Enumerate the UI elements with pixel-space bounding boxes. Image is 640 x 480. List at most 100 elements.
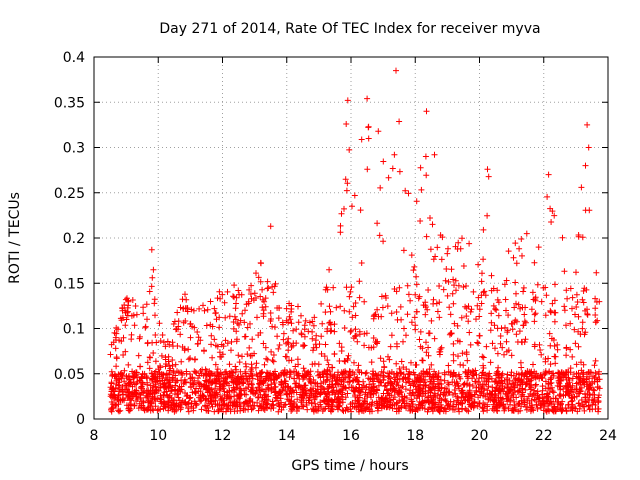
data-point <box>213 369 220 375</box>
data-point <box>424 370 431 377</box>
data-point <box>325 361 332 368</box>
data-point <box>182 400 189 407</box>
data-point <box>335 399 342 406</box>
data-point <box>206 372 213 379</box>
data-point <box>480 256 487 263</box>
data-point <box>187 320 194 327</box>
data-point <box>131 322 138 329</box>
data-point <box>578 359 584 366</box>
data-point <box>402 403 408 410</box>
data-point <box>463 305 470 312</box>
data-point <box>459 400 466 407</box>
data-point <box>455 401 462 408</box>
data-point <box>257 278 264 285</box>
data-point <box>413 198 420 205</box>
data-point <box>452 382 459 389</box>
data-point <box>197 398 204 405</box>
data-point <box>169 357 176 363</box>
data-point <box>380 390 387 397</box>
data-point <box>295 319 302 326</box>
data-point <box>577 388 584 395</box>
data-point <box>445 368 452 375</box>
data-point <box>555 370 562 377</box>
data-point <box>150 266 157 273</box>
data-point <box>144 316 150 323</box>
data-point <box>214 295 221 302</box>
data-point <box>269 357 276 364</box>
data-point <box>272 280 279 287</box>
data-point <box>165 358 172 365</box>
data-point <box>285 383 292 390</box>
data-point <box>357 388 363 395</box>
data-point <box>115 326 121 333</box>
data-point <box>538 351 545 358</box>
data-point <box>111 373 118 380</box>
data-point <box>445 379 451 386</box>
data-point <box>361 298 368 305</box>
data-point <box>264 278 271 285</box>
data-point <box>187 355 194 362</box>
data-point <box>363 383 370 390</box>
data-point <box>308 380 315 387</box>
data-point <box>166 371 172 378</box>
data-point <box>411 263 418 270</box>
data-point <box>288 398 294 405</box>
data-point <box>378 293 385 300</box>
data-point <box>249 372 256 379</box>
data-point <box>290 327 297 334</box>
data-point <box>150 407 157 414</box>
data-point <box>329 397 336 404</box>
data-point <box>393 309 400 315</box>
data-point <box>350 335 357 342</box>
data-point <box>567 320 574 327</box>
data-point <box>511 398 518 405</box>
data-point <box>344 390 351 397</box>
data-point <box>301 333 308 340</box>
data-point <box>441 369 448 376</box>
data-point <box>487 359 494 366</box>
data-point <box>393 340 400 347</box>
data-point <box>564 295 571 302</box>
data-point <box>503 307 509 314</box>
data-point <box>484 407 491 414</box>
data-point <box>460 263 467 269</box>
data-point <box>196 305 203 312</box>
data-point <box>430 256 437 263</box>
data-point <box>403 332 409 339</box>
data-point <box>385 174 392 181</box>
data-point <box>431 335 438 342</box>
data-point <box>268 348 275 355</box>
data-point <box>592 357 599 364</box>
data-point <box>492 378 499 384</box>
data-point <box>459 350 466 357</box>
data-point <box>423 349 430 356</box>
data-point <box>248 380 255 387</box>
data-point <box>426 373 433 380</box>
data-point <box>342 176 349 183</box>
data-point <box>578 384 585 391</box>
data-point <box>138 374 145 381</box>
data-point <box>122 348 129 355</box>
data-point <box>133 311 140 318</box>
data-point <box>187 375 194 382</box>
data-point <box>470 288 477 295</box>
data-point <box>242 307 248 314</box>
data-point <box>128 331 135 338</box>
data-point <box>276 342 283 348</box>
data-point <box>321 353 328 360</box>
data-point <box>565 387 572 394</box>
data-point <box>132 303 139 309</box>
data-point <box>487 327 494 334</box>
data-point <box>521 339 528 345</box>
data-point <box>122 307 128 314</box>
data-point <box>142 324 149 331</box>
data-point <box>505 248 512 255</box>
data-point <box>374 338 381 345</box>
data-point <box>523 230 530 237</box>
data-point <box>569 397 576 404</box>
data-point <box>268 405 274 412</box>
data-point <box>212 361 219 368</box>
data-point <box>400 338 406 345</box>
data-point <box>562 391 569 398</box>
data-point <box>591 362 598 369</box>
